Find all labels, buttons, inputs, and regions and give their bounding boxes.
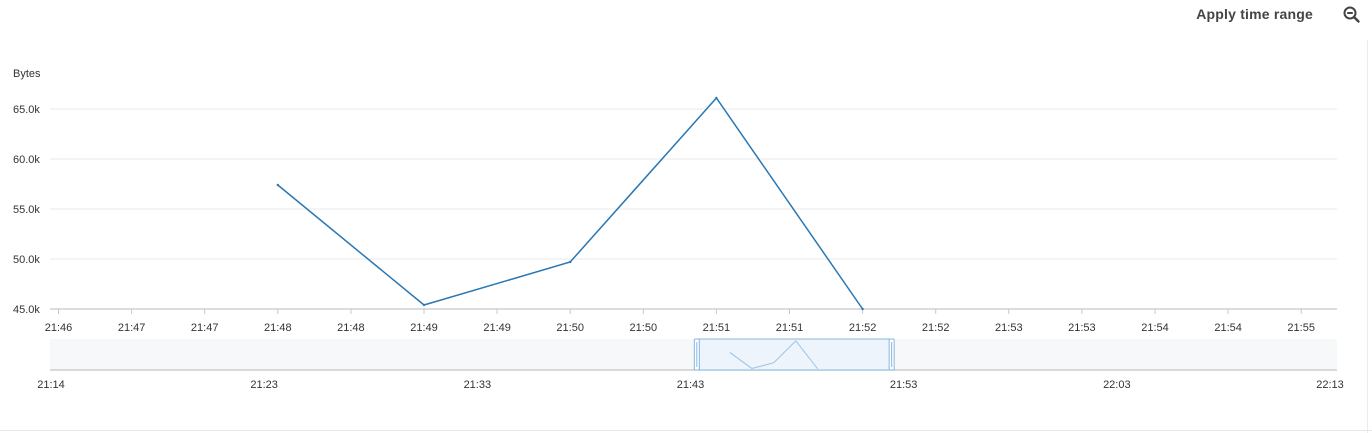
x-tick-label: 21:51 [776,322,804,334]
y-tick-label: 55.0k [13,204,40,216]
x-tick-label: 21:52 [922,322,950,334]
navigator-tick-label: 22:03 [1103,379,1131,391]
data-point [422,303,426,307]
y-tick-label: 45.0k [13,304,40,316]
y-axis: Bytes 45.0k 50.0k 55.0k 60.0k 65.0k [13,68,41,316]
x-tick-label: 21:54 [1141,322,1169,334]
navigator-tick-label: 21:33 [464,379,492,391]
navigator-selection [696,338,893,371]
x-tick-label: 21:54 [1214,322,1242,334]
x-tick-label: 21:48 [337,322,365,334]
y-tick-label: 60.0k [13,154,40,166]
x-tick-label: 21:52 [849,322,877,334]
x-tick-label: 21:47 [191,322,219,334]
navigator-background [50,339,1337,370]
y-axis-label: Bytes [13,68,41,80]
data-point [276,183,279,187]
data-point [861,307,864,311]
x-tick-label: 21:50 [556,322,584,334]
x-axis: 21:46 21:47 21:47 21:48 21:48 21:49 21:49 21:50… [45,308,1337,334]
time-navigator[interactable]: 21:14 21:23 21:33 21:43 21:53 22:03 22:13 [37,338,1344,391]
data-point [715,96,718,100]
zoom-out-icon[interactable] [1342,5,1362,25]
x-tick-label: 21:51 [703,322,731,334]
x-tick-label: 21:47 [118,322,146,334]
y-tick-label: 65.0k [13,104,40,116]
navigator-tick-label: 22:13 [1316,379,1344,391]
x-tick-label: 21:50 [630,322,658,334]
panel-right-border [1367,40,1368,433]
navigator-tick-label: 21:43 [677,379,705,391]
series-layer [276,96,864,311]
navigator-tick-label: 21:53 [890,379,918,391]
x-tick-label: 21:46 [45,322,73,334]
x-tick-label: 21:53 [995,322,1023,334]
x-tick-label: 21:49 [410,322,438,334]
y-tick-label: 50.0k [13,254,40,266]
x-tick-label: 21:53 [1068,322,1096,334]
chart-toolbar: Apply time range [972,0,1372,32]
grid [50,108,1337,260]
data-point [569,260,572,264]
apply-time-range-button[interactable]: Apply time range [1196,6,1313,22]
navigator-tick-label: 21:14 [37,379,65,391]
series-line [277,96,864,310]
navigator-tick-label: 21:23 [250,379,278,391]
x-tick-label: 21:48 [264,322,292,334]
navigator-mini-series [729,340,819,370]
x-tick-label: 21:55 [1287,322,1315,334]
panel-bottom-border [0,430,1372,431]
x-tick-label: 21:49 [483,322,511,334]
